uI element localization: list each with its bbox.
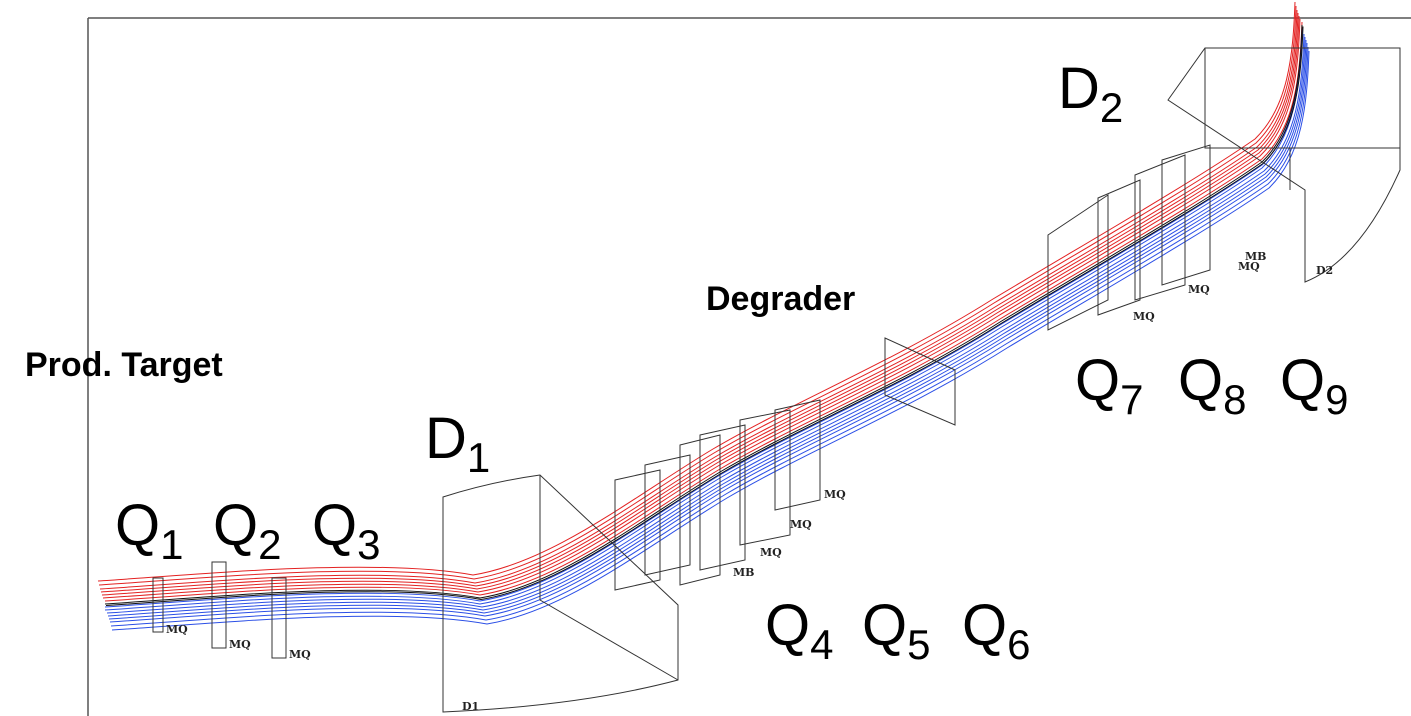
element-tag: MQ	[824, 488, 846, 501]
element-tag: D2	[1316, 264, 1333, 277]
quad-label: Q1	[115, 493, 183, 568]
label: Prod. Target	[25, 346, 223, 384]
element-tag: MQ	[1238, 260, 1260, 273]
element-tag: MQ	[289, 648, 311, 661]
quad-label: Q7	[1075, 348, 1143, 423]
element-tag: D1	[462, 700, 479, 713]
quad-label: Q6	[962, 593, 1030, 668]
element-tag: MB	[1245, 250, 1266, 263]
dipole-label: D1	[425, 406, 490, 481]
quad-label: Q5	[862, 593, 930, 668]
frame	[87, 17, 1411, 716]
element-tag: MQ	[1133, 310, 1155, 323]
dipole-label: D2	[1058, 56, 1123, 131]
quad-label: Q3	[312, 493, 380, 568]
element-tag: MQ	[229, 638, 251, 651]
element-tags: MQ MQ MQ MQ MQ MQ MB MQ MQ MQ MB D1 D2	[166, 250, 1333, 713]
quad-label: Q8	[1178, 348, 1246, 423]
element-tag: MQ	[166, 623, 188, 636]
magnets	[152, 47, 1401, 713]
element-tag: MQ	[1188, 283, 1210, 296]
quad-label: Q9	[1280, 348, 1348, 423]
quad-label: Q4	[765, 593, 833, 668]
quad-label: Q2	[213, 493, 281, 568]
element-tag: MQ	[760, 546, 782, 559]
label: Degrader	[706, 280, 855, 318]
element-tag: MB	[733, 566, 754, 579]
element-tag: MQ	[790, 518, 812, 531]
